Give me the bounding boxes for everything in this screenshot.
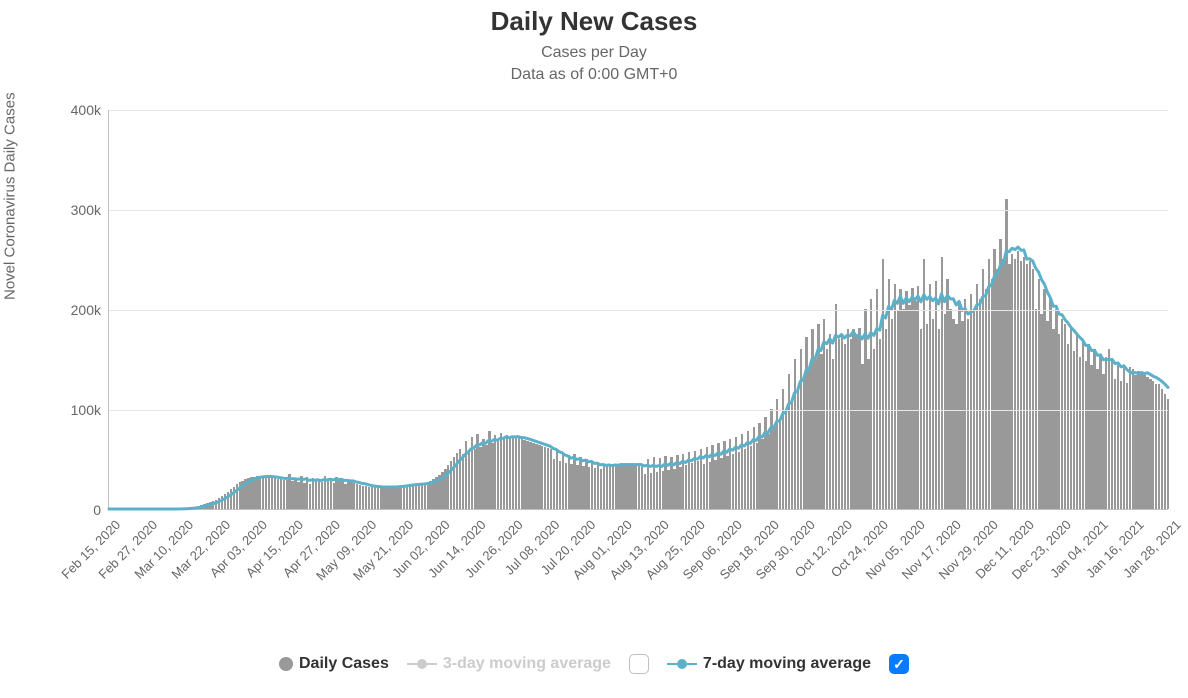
legend-marker-line (667, 659, 697, 669)
ytick-label: 100k (71, 402, 101, 418)
legend-item-ma3[interactable]: 3-day moving average (407, 655, 611, 673)
chart-subtitle-2: Data as of 0:00 GMT+0 (0, 66, 1188, 84)
legend-marker-dot (279, 657, 293, 671)
gridline (109, 410, 1168, 411)
ma7-line[interactable] (109, 247, 1168, 509)
ytick-label: 400k (71, 102, 101, 118)
y-axis-label: Novel Coronavirus Daily Cases (2, 92, 19, 300)
chart-container: Daily New Cases Cases per Day Data as of… (0, 0, 1188, 698)
legend: Daily Cases 3-day moving average 7-day mov… (0, 654, 1188, 674)
gridline (109, 210, 1168, 211)
ytick-label: 0 (93, 502, 101, 518)
legend-checkbox-ma7[interactable] (889, 654, 909, 674)
ytick-label: 300k (71, 202, 101, 218)
legend-item-ma7[interactable]: 7-day moving average (667, 655, 871, 673)
gridline (109, 110, 1168, 111)
ytick-label: 200k (71, 302, 101, 318)
legend-label: Daily Cases (299, 655, 389, 673)
chart-subtitle-1: Cases per Day (0, 44, 1188, 62)
legend-label: 3-day moving average (443, 655, 611, 673)
gridline (109, 310, 1168, 311)
legend-label: 7-day moving average (703, 655, 871, 673)
chart-title: Daily New Cases (0, 6, 1188, 37)
plot-area: 0100k200k300k400kFeb 15, 2020Feb 27, 202… (108, 110, 1168, 510)
legend-checkbox-ma3[interactable] (629, 654, 649, 674)
legend-item-daily[interactable]: Daily Cases (279, 655, 389, 673)
legend-marker-line (407, 659, 437, 669)
